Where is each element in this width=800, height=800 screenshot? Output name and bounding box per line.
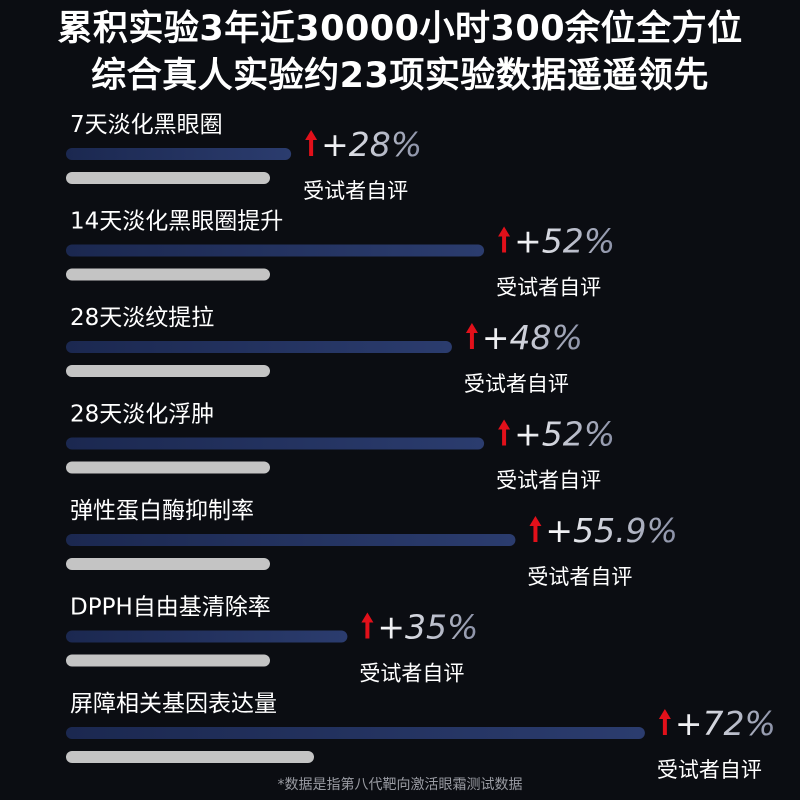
- category-label: 屏障相关基因表达量: [70, 691, 277, 717]
- baseline-bar: [66, 365, 270, 377]
- category-label: 28天淡纹提拉: [70, 305, 214, 331]
- baseline-bar: [66, 172, 270, 184]
- up-arrow-icon: [305, 130, 318, 156]
- baseline-bar: [66, 461, 270, 474]
- self-assessment-note: 受试者自评: [657, 758, 762, 782]
- chart-row: 28天淡化浮肿 +52% 受试者自评: [66, 402, 615, 493]
- value-bar: [66, 437, 485, 450]
- value-label: +35%: [377, 608, 478, 647]
- value-label: +55.9%: [545, 511, 677, 550]
- baseline-bar: [66, 558, 270, 570]
- up-arrow-icon: [498, 226, 511, 253]
- self-assessment-note: 受试者自评: [464, 372, 569, 396]
- value-label: +52%: [514, 222, 615, 261]
- value-bar: [66, 727, 645, 739]
- up-arrow-icon: [361, 612, 374, 639]
- value-bar: [66, 341, 452, 353]
- up-arrow-icon: [498, 419, 511, 446]
- headline: 累积实验3年近30000小时300余位全方位 综合真人实验约23项实验数据遥遥领…: [0, 6, 800, 100]
- chart-row: 14天淡化黑眼圈提升 +52% 受试者自评: [66, 209, 615, 300]
- self-assessment-note: 受试者自评: [359, 662, 464, 686]
- chart-row: 28天淡纹提拉 +48% 受试者自评: [66, 305, 583, 396]
- value-label: +72%: [675, 704, 776, 743]
- category-label: 弹性蛋白酶抑制率: [70, 498, 254, 524]
- chart-row: 7天淡化黑眼圈 +28% 受试者自评: [66, 112, 422, 203]
- value-bar: [66, 630, 348, 643]
- up-arrow-icon: [658, 709, 671, 735]
- self-assessment-note: 受试者自评: [527, 565, 632, 589]
- up-arrow-icon: [465, 323, 478, 349]
- chart-row: 弹性蛋白酶抑制率 +55.9% 受试者自评: [66, 498, 678, 589]
- baseline-bar: [66, 751, 314, 763]
- value-bar: [66, 534, 516, 546]
- chart-row: 屏障相关基因表达量 +72% 受试者自评: [66, 691, 776, 782]
- value-label: +28%: [321, 125, 422, 164]
- value-bar: [66, 148, 292, 160]
- headline-line-2: 综合真人实验约23项实验数据遥遥领先: [91, 56, 709, 96]
- up-arrow-icon: [529, 516, 542, 542]
- category-label: 14天淡化黑眼圈提升: [70, 209, 283, 235]
- category-label: 7天淡化黑眼圈: [70, 112, 223, 138]
- self-assessment-note: 受试者自评: [303, 179, 408, 203]
- category-label: DPPH自由基清除率: [70, 595, 271, 621]
- self-assessment-note: 受试者自评: [496, 276, 601, 300]
- category-label: 28天淡化浮肿: [70, 402, 214, 428]
- baseline-bar: [66, 654, 270, 667]
- self-assessment-note: 受试者自评: [496, 469, 601, 493]
- footnote: *数据是指第八代靶向激活眼霜测试数据: [277, 777, 523, 793]
- value-label: +52%: [514, 415, 615, 454]
- value-bar: [66, 244, 485, 257]
- baseline-bar: [66, 268, 270, 281]
- headline-line-1: 累积实验3年近30000小时300余位全方位: [57, 9, 743, 49]
- chart-row: DPPH自由基清除率 +35% 受试者自评: [66, 595, 478, 686]
- value-label: +48%: [482, 318, 583, 357]
